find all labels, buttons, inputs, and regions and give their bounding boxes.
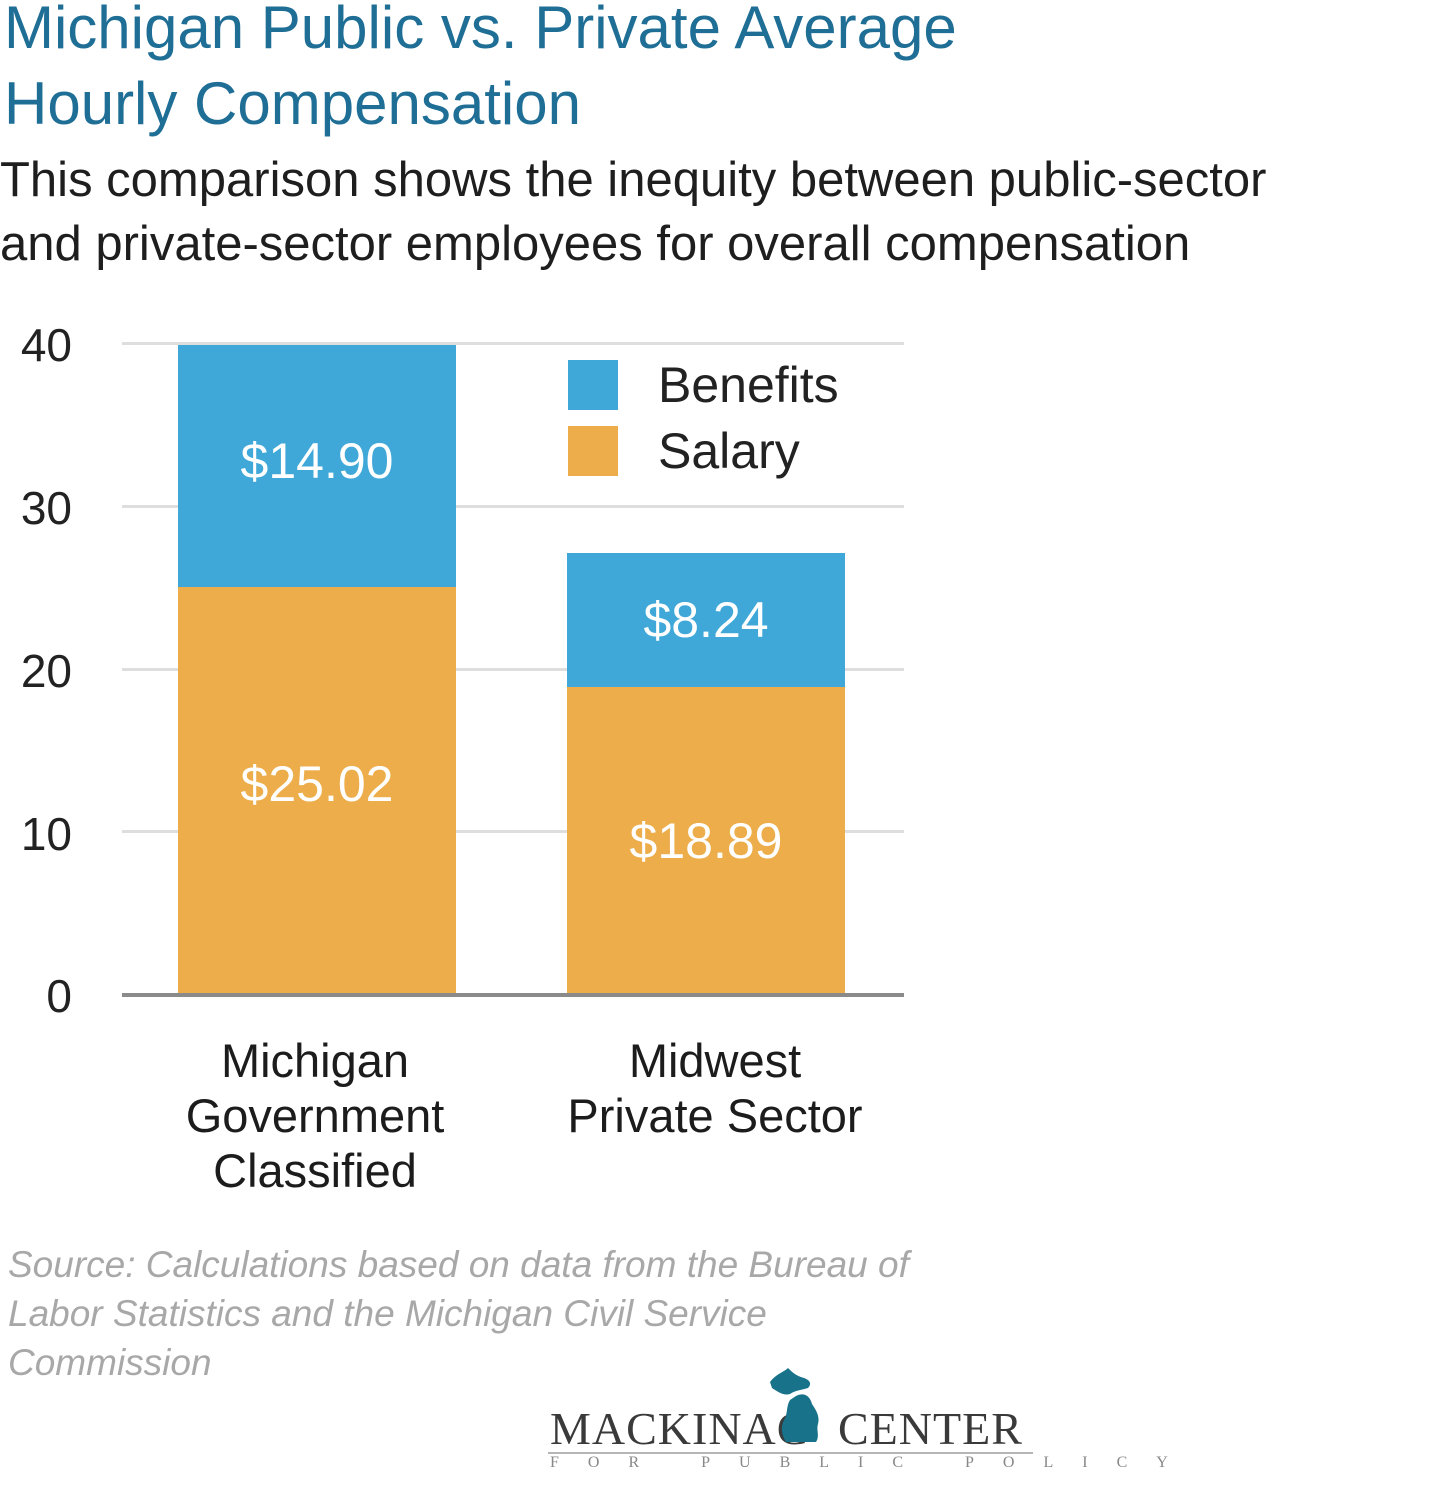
logo-divider xyxy=(548,1452,1033,1454)
y-tick-10: 10 xyxy=(20,808,72,860)
legend-item-benefits: Benefits xyxy=(568,356,839,414)
subtitle-line-2: and private-sector employees for overall… xyxy=(0,217,1191,271)
logo-tagline: FOR PUBLIC POLICY xyxy=(550,1454,1197,1471)
y-tick-40: 40 xyxy=(20,319,72,371)
x-label-michigan-government: Michigan Government Classified xyxy=(130,1033,500,1198)
subtitle-line-1: This comparison shows the inequity betwe… xyxy=(0,153,1267,207)
legend-label-salary: Salary xyxy=(658,423,800,479)
source-note: Source: Calculations based on data from … xyxy=(8,1240,1048,1387)
legend-swatch-benefits xyxy=(568,360,618,410)
legend-label-benefits: Benefits xyxy=(658,357,839,413)
chart-title: Michigan Public vs. Private Average Hour… xyxy=(4,0,1204,142)
gridline-10 xyxy=(122,830,904,833)
data-label-benefits: $14.90 xyxy=(240,433,394,489)
source-line-1: Source: Calculations based on data from … xyxy=(8,1244,909,1285)
chart-plot-area: 40 30 20 10 0 $14.90 $25.02 $8.24 $18.89… xyxy=(20,319,910,1198)
x-label-line: Michigan xyxy=(220,1034,410,1087)
y-tick-30: 30 xyxy=(20,482,72,534)
legend-swatch-salary xyxy=(568,426,618,476)
bar-segment-benefits: $14.90 xyxy=(178,345,456,587)
x-label-midwest-private: Midwest Private Sector xyxy=(520,1033,910,1143)
title-line-1: Michigan Public vs. Private Average xyxy=(4,0,957,61)
data-label-salary: $25.02 xyxy=(240,756,394,812)
source-line-3: Commission xyxy=(8,1342,212,1383)
michigan-map-icon xyxy=(770,1368,819,1442)
data-label-benefits: $8.24 xyxy=(643,592,769,648)
y-tick-0: 0 xyxy=(46,970,72,1022)
bar-midwest-private: $8.24 $18.89 xyxy=(567,553,845,995)
gridline-40 xyxy=(122,342,904,345)
legend-item-salary: Salary xyxy=(568,422,800,480)
gridline-20 xyxy=(122,668,904,671)
x-label-line: Midwest xyxy=(628,1034,802,1087)
title-line-2: Hourly Compensation xyxy=(4,70,581,137)
bar-segment-salary: $25.02 xyxy=(178,587,456,995)
mackinac-center-logo: MACKINAC CENTER FOR PUBLIC POLICY xyxy=(548,1366,1197,1476)
chart-subtitle: This comparison shows the inequity betwe… xyxy=(0,148,1440,276)
x-label-line: Private Sector xyxy=(567,1089,863,1142)
x-axis-baseline xyxy=(122,993,904,997)
bar-segment-salary: $18.89 xyxy=(567,687,845,995)
source-line-2: Labor Statistics and the Michigan Civil … xyxy=(8,1293,767,1334)
x-label-line: Government xyxy=(185,1089,445,1142)
gridline-30 xyxy=(122,505,904,508)
bar-michigan-government: $14.90 $25.02 xyxy=(178,345,456,995)
data-label-salary: $18.89 xyxy=(629,813,783,869)
x-label-line: Classified xyxy=(213,1144,417,1197)
y-tick-20: 20 xyxy=(20,645,72,697)
bar-segment-benefits: $8.24 xyxy=(567,553,845,687)
logo-text-mackinac: MACKINAC xyxy=(550,1403,809,1454)
logo-text-center: CENTER xyxy=(838,1403,1023,1454)
